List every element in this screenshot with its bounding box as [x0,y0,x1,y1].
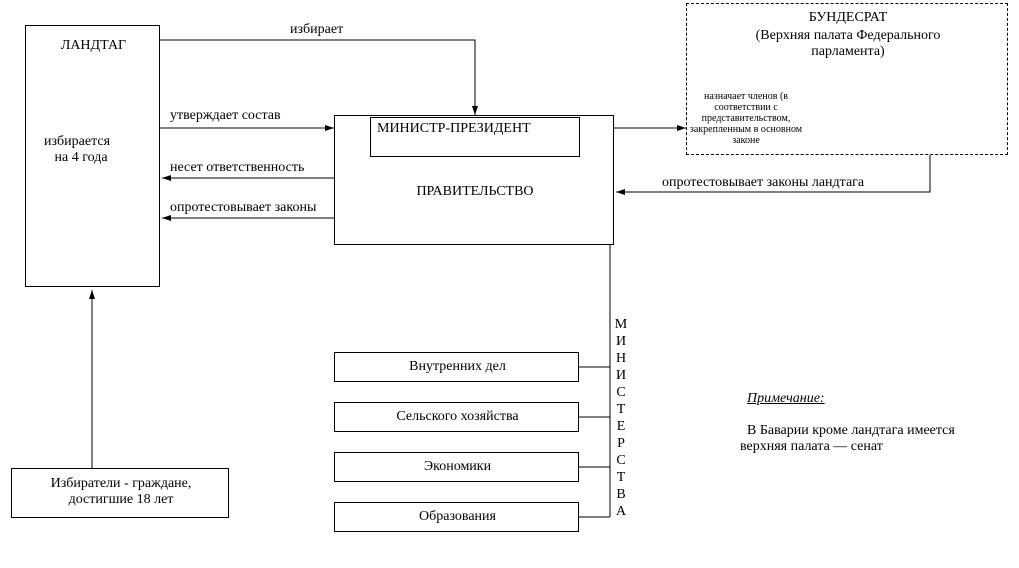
ministry-box: Образования [334,502,579,532]
edge-label-protests: опротестовывает законы [170,200,316,216]
edge-label-appoints: назначает членов (в соответствии с предс… [686,91,806,146]
landtag-box: ЛАНДТАГ избирается на 4 года [25,25,160,287]
edge-label-elects: избирает [290,22,343,38]
ministries-vertical-label: МИНИСТЕРСТВА [614,316,628,520]
edge-label-responsible: несет ответственность [170,160,304,176]
landtag-subtitle: избирается на 4 года [44,134,110,166]
government-label: ПРАВИТЕЛЬСТВО [335,184,615,200]
voters-text: Избиратели - граждане, достигшие 18 лет [12,476,230,508]
ministry-box: Сельского хозяйства [334,402,579,432]
note-block: Примечание: В Баварии кроме ландтага име… [740,375,955,455]
ministry-box: Внутренних дел [334,352,579,382]
ministry-label: Сельского хозяйства [335,409,580,425]
minister-president-label: МИНИСТР-ПРЕЗИДЕНТ [377,121,531,137]
edge-label-protests-landtag: опротестовывает законы ландтага [662,175,864,191]
voters-box: Избиратели - граждане, достигшие 18 лет [11,468,229,518]
minister-president-box: МИНИСТР-ПРЕЗИДЕНТ [370,117,580,157]
ministry-label: Внутренних дел [335,359,580,375]
landtag-title: ЛАНДТАГ [26,38,161,54]
edge-label-approves: утверждает состав [170,108,281,124]
note-title: Примечание: [747,391,825,406]
bundesrat-subtitle: (Верхняя палата Федерального парламента) [687,28,1009,60]
ministry-label: Образования [335,509,580,525]
ministry-label: Экономики [335,459,580,475]
ministry-box: Экономики [334,452,579,482]
bundesrat-title: БУНДЕСРАТ [687,10,1009,26]
note-text: В Баварии кроме ландтага имеется верхняя… [740,423,955,454]
